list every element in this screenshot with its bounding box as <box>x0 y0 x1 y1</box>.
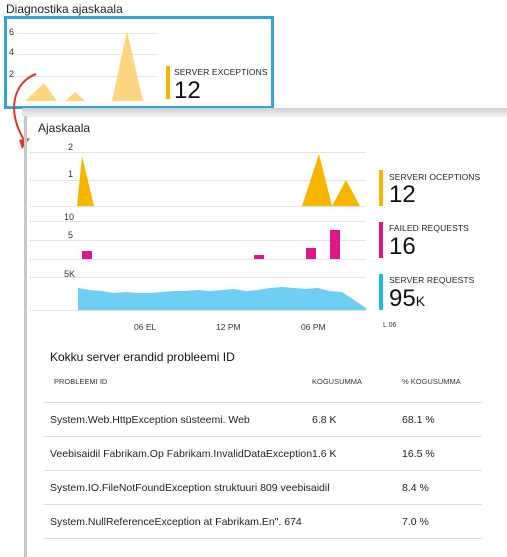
total-cell: 1.6 K <box>312 448 337 460</box>
table-row[interactable]: System.Web.HttpException süsteemi. Web 6… <box>44 403 482 437</box>
server-requests-chart <box>78 287 366 310</box>
server-requests-unit: K <box>415 293 426 309</box>
y-tick-10: 10 <box>64 212 75 222</box>
failed-bar-3 <box>306 248 316 259</box>
problems-table-title: Kokku server erandid probleemi ID <box>50 350 235 364</box>
x-label-l-06: L 06 <box>383 322 397 329</box>
y-tick-5k: 5K <box>64 269 76 279</box>
x-label-06-pm: 06 PM <box>301 322 326 332</box>
problem-id-cell: System.Web.HttpException süsteemi. Web <box>50 414 250 426</box>
exceptions-spike-1 <box>77 156 94 206</box>
exceptions-spike-2 <box>302 154 332 206</box>
timeline-title: Ajaskaala <box>38 121 91 135</box>
server-exceptions-accent <box>166 66 170 99</box>
exceptions-chart <box>77 154 360 206</box>
server-exceptions-value: 12 <box>389 181 416 208</box>
percent-cell: 7.0 % <box>402 516 429 528</box>
percent-cell: 16.5 % <box>402 448 435 460</box>
y-tick-4: 4 <box>9 47 15 57</box>
server-requests-number: 95 <box>389 285 416 312</box>
server-exceptions-label: SERVERI OCEPTIONS <box>389 172 481 182</box>
server-requests-panel[interactable]: 5K <box>30 266 366 312</box>
y-tick-6: 6 <box>9 27 15 37</box>
server-exceptions-accent <box>379 170 383 206</box>
table-row[interactable]: Veebisaidil Fabrikam.Op Fabrikam.Invalid… <box>44 437 482 471</box>
exceptions-panel[interactable]: 2 1 <box>30 140 366 208</box>
y-tick-2: 2 <box>68 142 74 152</box>
server-requests-accent <box>379 274 383 310</box>
failed-bar-2 <box>254 255 264 259</box>
failed-requests-label: FAILED REQUESTS <box>389 223 469 233</box>
percent-cell: 8.4 % <box>402 482 429 494</box>
diagnostics-mini-chart <box>25 31 143 101</box>
problem-id-cell: Veebisaidil Fabrikam.Op Fabrikam.Invalid… <box>50 448 313 460</box>
diagnostics-tile[interactable]: 6 4 2 SERVER EXCEPTIONS 12 <box>4 16 274 109</box>
column-header-percent[interactable]: % KOGUSUMMA <box>402 377 461 386</box>
failed-bar-4 <box>330 230 340 259</box>
x-label-12-pm: 12 PM <box>216 322 241 332</box>
problem-id-cell: System.IO.FileNotFoundException struktuu… <box>50 482 330 494</box>
table-row[interactable]: System.IO.FileNotFoundException struktuu… <box>44 471 482 505</box>
y-tick-1: 1 <box>68 169 74 179</box>
column-header-problem-id[interactable]: PROBLEEMI ID <box>54 377 108 386</box>
failed-bar-1 <box>82 251 92 259</box>
server-requests-label: SERVER REQUESTS <box>389 275 475 285</box>
failed-requests-panel[interactable]: 10 5 <box>30 212 366 262</box>
server-requests-area <box>78 287 366 310</box>
server-exceptions-value: 12 <box>174 77 201 104</box>
server-exceptions-label: SERVER EXCEPTIONS <box>174 67 268 77</box>
problem-id-cell: System.NullReferenceException at Fabrika… <box>50 516 302 528</box>
failed-requests-accent <box>379 222 383 258</box>
x-label-06-el: 06 EL <box>134 322 157 332</box>
y-tick-5: 5 <box>68 230 74 240</box>
failed-requests-chart <box>82 230 340 259</box>
total-cell: 6.8 K <box>312 414 337 426</box>
table-row[interactable]: System.NullReferenceException at Fabrika… <box>44 505 482 539</box>
diagnostics-tile-title: Diagnostika ajaskaala <box>6 2 123 16</box>
y-tick-2: 2 <box>9 69 15 79</box>
column-header-total[interactable]: KOGUSUMMA <box>312 377 363 386</box>
exceptions-area <box>25 31 143 101</box>
failed-requests-value: 16 <box>389 233 416 260</box>
server-requests-value: 95K <box>389 287 425 313</box>
exceptions-spike-3 <box>332 180 360 206</box>
percent-cell: 68.1 % <box>402 414 435 426</box>
